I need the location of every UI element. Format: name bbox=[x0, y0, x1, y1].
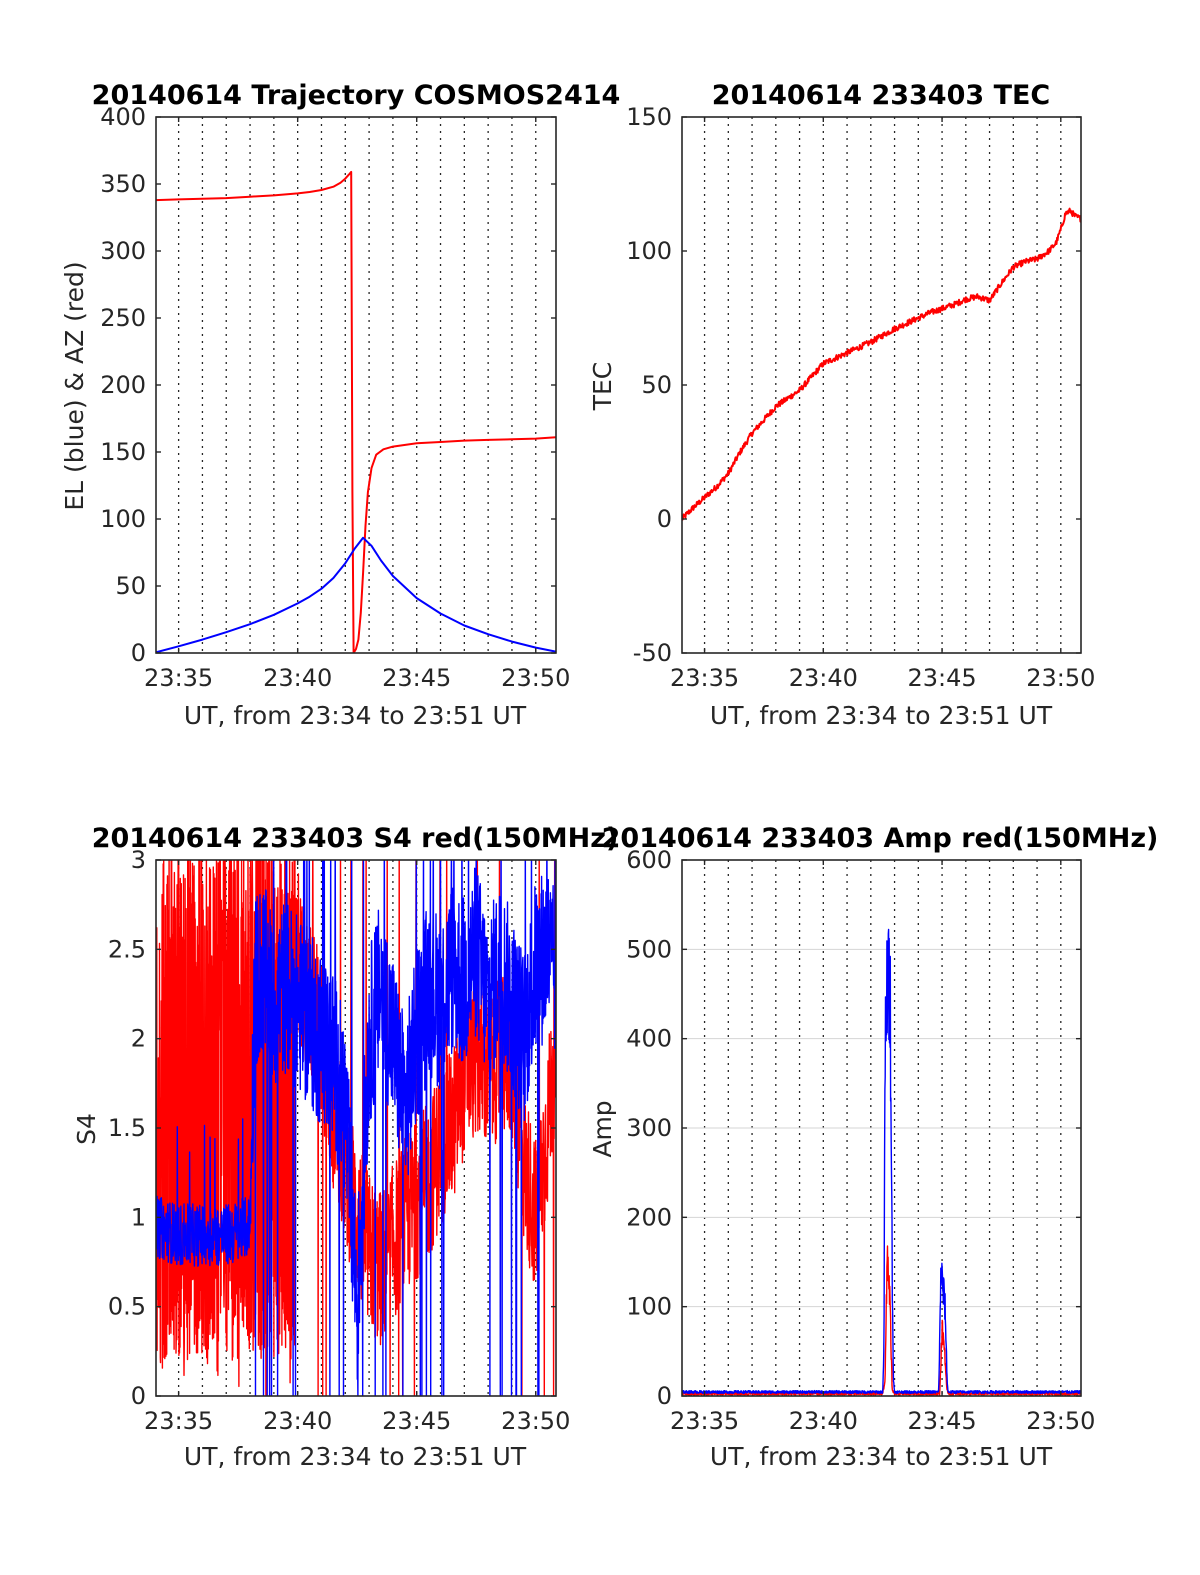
trajectory-ytick-label: 50 bbox=[115, 572, 146, 600]
amp-ytick-label: 100 bbox=[626, 1293, 672, 1321]
amp-ytick-label: 200 bbox=[626, 1203, 672, 1231]
trajectory-series-red bbox=[156, 170, 556, 653]
s4-ytick-label: 0 bbox=[131, 1382, 146, 1410]
panel-s4: 23:35 23:40 23:45 23:50 0 0.5 1 1.5 2 2.5 3 201406… bbox=[72, 823, 618, 1471]
s4-xtick-label: 23:35 bbox=[144, 1407, 213, 1435]
s4-ytick-label: 0.5 bbox=[108, 1293, 146, 1321]
tec-axes: 23:35 23:40 23:45 23:50 -50 0 50 100 150 bbox=[626, 103, 1095, 692]
trajectory-data bbox=[156, 170, 556, 653]
trajectory-ytick-label: 200 bbox=[100, 371, 146, 399]
trajectory-xtick-label: 23:50 bbox=[501, 664, 570, 692]
amp-ytick-label: 400 bbox=[626, 1025, 672, 1053]
amp-grid bbox=[682, 860, 1081, 1396]
tec-data bbox=[682, 207, 1081, 521]
s4-ytick-label: 2 bbox=[131, 1025, 146, 1053]
tec-xtick-label: 23:45 bbox=[907, 664, 976, 692]
s4-xtick-label: 23:40 bbox=[263, 1407, 332, 1435]
amp-xtick-label: 23:35 bbox=[670, 1407, 739, 1435]
tec-ytick-label: 50 bbox=[641, 371, 672, 399]
tec-xlabel: UT, from 23:34 to 23:51 UT bbox=[710, 701, 1053, 730]
trajectory-ytick-label: 100 bbox=[100, 505, 146, 533]
trajectory-axes: 23:35 23:40 23:45 23:50 0 50 100 150 200 250 300 35… bbox=[100, 103, 570, 692]
amp-xtick-label: 23:50 bbox=[1026, 1407, 1095, 1435]
s4-axes: 23:35 23:40 23:45 23:50 0 0.5 1 1.5 2 2.5 3 bbox=[108, 846, 571, 1435]
amp-ytick-label: 600 bbox=[626, 846, 672, 874]
s4-ytick-label: 1.5 bbox=[108, 1114, 146, 1142]
amp-ytick-label: 500 bbox=[626, 935, 672, 963]
amp-data bbox=[682, 928, 1081, 1396]
s4-xtick-label: 23:50 bbox=[501, 1407, 570, 1435]
s4-data bbox=[156, 860, 556, 1396]
trajectory-xtick-label: 23:45 bbox=[382, 664, 451, 692]
trajectory-ytick-label: 150 bbox=[100, 438, 146, 466]
tec-ylabel: TEC bbox=[588, 362, 617, 412]
amp-title: 20140614 233403 Amp red(150MHz) bbox=[602, 823, 1159, 854]
tec-ytick-label: 100 bbox=[626, 237, 672, 265]
tec-xtick-label: 23:50 bbox=[1026, 664, 1095, 692]
s4-xtick-label: 23:45 bbox=[382, 1407, 451, 1435]
s4-xlabel: UT, from 23:34 to 23:51 UT bbox=[184, 1442, 527, 1471]
s4-ytick-label: 2.5 bbox=[108, 935, 146, 963]
trajectory-ytick-label: 400 bbox=[100, 103, 146, 131]
tec-ytick-label: -50 bbox=[633, 639, 672, 667]
tec-xtick-label: 23:35 bbox=[670, 664, 739, 692]
amp-series-blue bbox=[682, 928, 1081, 1394]
amp-series-red bbox=[682, 1245, 1081, 1396]
amp-xtick-label: 23:40 bbox=[789, 1407, 858, 1435]
tec-series-red bbox=[682, 207, 1081, 521]
panel-amp: 23:35 23:40 23:45 23:500100200300400500600 … bbox=[588, 823, 1158, 1471]
s4-series-blue bbox=[156, 860, 556, 1396]
trajectory-xtick-label: 23:40 bbox=[263, 664, 332, 692]
amp-ytick-label: 300 bbox=[626, 1114, 672, 1142]
trajectory-xlabel: UT, from 23:34 to 23:51 UT bbox=[184, 701, 527, 730]
amp-xtick-label: 23:45 bbox=[907, 1407, 976, 1435]
trajectory-title: 20140614 Trajectory COSMOS2414 bbox=[92, 80, 621, 111]
tec-grid bbox=[703, 117, 1062, 653]
tec-xtick-label: 23:40 bbox=[789, 664, 858, 692]
trajectory-ytick-label: 300 bbox=[100, 237, 146, 265]
s4-title: 20140614 233403 S4 red(150MHz) bbox=[92, 823, 619, 854]
s4-ytick-label: 3 bbox=[131, 846, 146, 874]
panel-trajectory: 23:35 23:40 23:45 23:50 0 50 100 150 200 250 300 35… bbox=[60, 80, 620, 730]
amp-xlabel: UT, from 23:34 to 23:51 UT bbox=[710, 1442, 1053, 1471]
amp-ylabel: Amp bbox=[588, 1100, 617, 1157]
trajectory-ytick-label: 350 bbox=[100, 170, 146, 198]
trajectory-xtick-label: 23:35 bbox=[144, 664, 213, 692]
s4-ytick-label: 1 bbox=[131, 1203, 146, 1231]
tec-title: 20140614 233403 TEC bbox=[712, 80, 1051, 111]
amp-axes: 23:35 23:40 23:45 23:50 0 100 200 300 400 500 600 bbox=[626, 846, 1095, 1435]
s4-ylabel: S4 bbox=[72, 1113, 101, 1145]
tec-ytick-label: 150 bbox=[626, 103, 672, 131]
trajectory-grid bbox=[177, 117, 537, 653]
panel-tec: 23:35 23:40 23:45 23:50 -50 0 50 100 150 2014061… bbox=[588, 80, 1095, 730]
trajectory-ytick-label: 0 bbox=[131, 639, 146, 667]
trajectory-ytick-label: 250 bbox=[100, 304, 146, 332]
tec-ytick-label: 0 bbox=[657, 505, 672, 533]
trajectory-series-blue bbox=[156, 536, 556, 653]
amp-ytick-label: 0 bbox=[657, 1382, 672, 1410]
trajectory-ylabel: EL (blue) & AZ (red) bbox=[60, 261, 89, 510]
